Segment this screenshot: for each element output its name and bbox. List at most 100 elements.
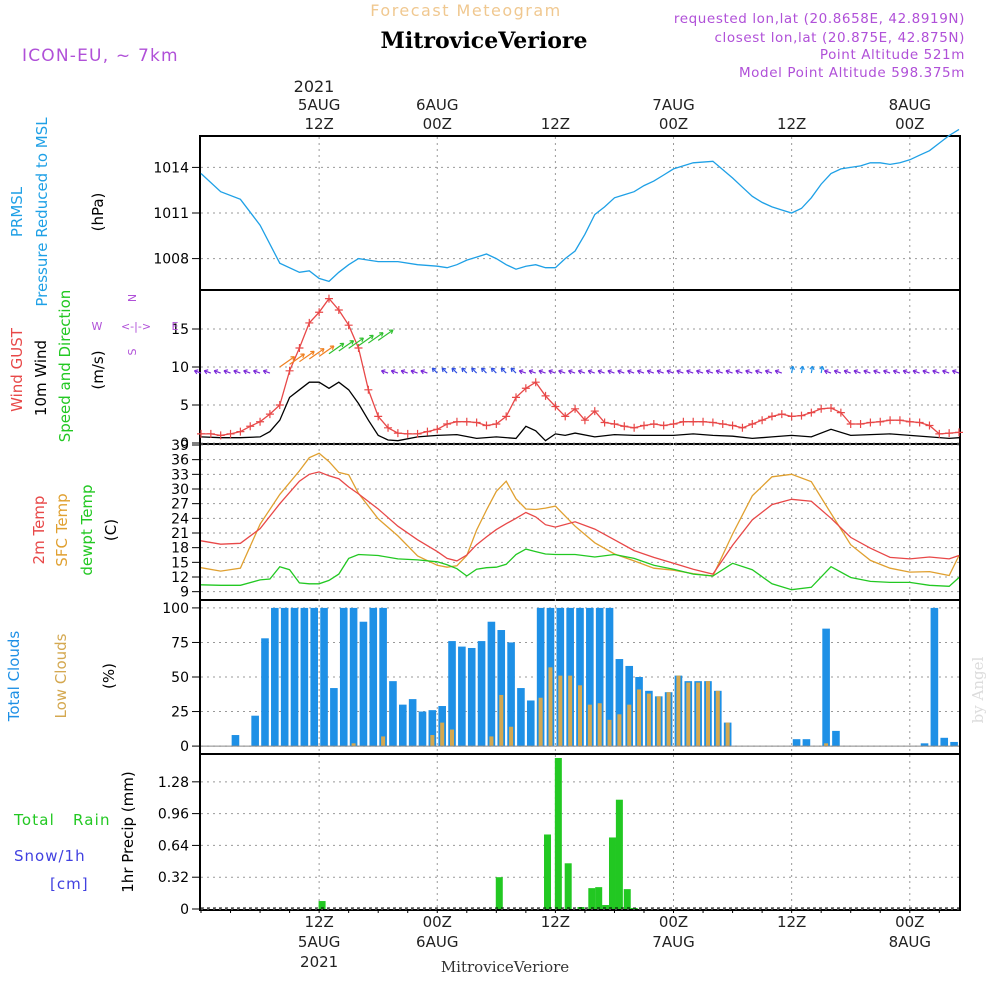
rain-bar <box>554 757 562 909</box>
gust-point <box>384 423 393 432</box>
y-tick-label: 0 <box>180 902 189 918</box>
wind-arrow-head <box>912 369 918 375</box>
gust-point <box>580 416 589 425</box>
gust-point <box>472 418 481 427</box>
wind-direction-arrow <box>587 370 595 374</box>
wind-direction-arrow <box>490 367 497 374</box>
wind-arrow-head <box>892 369 898 375</box>
wind-arrow-head <box>369 334 374 340</box>
gust-point <box>512 393 521 402</box>
total-cloud-bar <box>320 607 328 747</box>
gust-point <box>285 366 294 375</box>
rain-bar <box>544 834 552 909</box>
wind-arrow-head <box>471 367 476 373</box>
rain-bar <box>630 908 638 909</box>
wind-arrow-head <box>636 369 642 375</box>
total-clouds-axis-title: Total Clouds <box>5 631 23 723</box>
low-cloud-bar <box>824 743 829 747</box>
gust-point <box>856 420 865 428</box>
gust-point <box>531 378 540 387</box>
wind-direction-arrow <box>558 370 566 374</box>
wind-direction-arrow <box>253 370 261 374</box>
wind-arrow-head <box>310 350 315 356</box>
wind-speed-line <box>200 381 960 442</box>
gust-point <box>275 401 284 409</box>
top-hour-label: 12Z <box>304 115 333 133</box>
total-cloud-bar <box>950 741 958 747</box>
wind-direction-arrow <box>853 370 861 374</box>
wind-arrow-head <box>873 369 878 375</box>
compass-w: W <box>92 320 103 333</box>
wind-direction-arrow <box>400 370 408 374</box>
wind-direction-arrow <box>451 367 458 374</box>
gust-point <box>728 421 737 430</box>
wind-direction-arrow <box>289 353 305 365</box>
wind-direction-arrow <box>519 370 527 374</box>
total-cloud-bar <box>497 630 506 747</box>
wind-arrow-head <box>290 356 296 361</box>
gust-point <box>315 308 324 317</box>
rain-bar <box>602 905 610 909</box>
wind-arrow-head <box>400 369 406 375</box>
wind-direction-arrow <box>607 370 615 374</box>
rain-bar <box>318 901 326 909</box>
wind-arrow-head <box>480 367 486 373</box>
bottom-date-label: 7AUG <box>652 933 694 951</box>
gust-point <box>895 416 904 425</box>
gust-point <box>758 416 767 425</box>
wind-direction-arrow <box>745 370 753 374</box>
wind-direction-arrow <box>666 370 674 374</box>
total-cloud-bar <box>448 641 456 747</box>
wind-arrow-head <box>538 369 544 375</box>
wind-direction-arrow <box>410 370 418 374</box>
wind-arrow-head <box>597 369 603 375</box>
wind-direction-arrow <box>656 370 664 374</box>
bottom-year-label: 2021 <box>300 953 338 971</box>
gust-point <box>846 420 855 428</box>
wind-arrow-head <box>420 369 425 375</box>
pressure-axis-title: PRMSL <box>8 186 26 237</box>
total-cloud-bar <box>458 646 466 747</box>
gust-point <box>561 412 570 421</box>
wind-arrow-head <box>243 369 248 375</box>
wind-direction-arrow <box>725 370 733 374</box>
wind-arrow-head <box>745 369 750 375</box>
bottom-hour-label: 12Z <box>304 913 333 931</box>
wind-arrow-head <box>461 367 466 373</box>
wind-arrow-head <box>942 369 947 375</box>
wind-arrow-head <box>863 369 868 375</box>
wind-arrow-head <box>320 348 325 353</box>
gust-point <box>197 429 205 438</box>
low-cloud-bar <box>538 697 543 747</box>
low-cloud-bar <box>627 704 632 747</box>
y-tick-label: 25 <box>171 705 189 721</box>
low-cloud-bar <box>381 736 386 747</box>
total-cloud-bar <box>310 607 319 747</box>
wind-direction-arrow <box>810 366 814 374</box>
snow-label: Snow/1h <box>14 847 86 865</box>
total-cloud-bar <box>339 607 348 747</box>
gust-point <box>866 418 875 427</box>
wind-direction-arrow <box>800 366 804 374</box>
wind-arrow-head <box>500 367 506 373</box>
gust-point <box>639 421 648 430</box>
wind-direction-arrow <box>548 370 556 374</box>
y-tick-label: 36 <box>171 453 189 469</box>
gust-point <box>905 417 914 426</box>
gust-point <box>807 408 816 417</box>
dewpt-line <box>200 548 960 591</box>
gust-point <box>305 318 314 327</box>
low-clouds-axis-title: Low Clouds <box>52 633 70 718</box>
y-tick-label: 1011 <box>153 206 189 222</box>
gust-point <box>935 429 944 438</box>
compass-e: E <box>172 320 179 333</box>
low-cloud-bar <box>686 682 691 747</box>
wind-arrow-head <box>300 353 305 358</box>
total-cloud-bar <box>605 607 614 747</box>
wind-arrow-head <box>819 365 825 371</box>
wind-direction-arrow <box>441 367 448 374</box>
gust-point <box>246 422 255 431</box>
wind-arrow-head <box>587 369 593 375</box>
gust-point <box>492 420 501 428</box>
wind-direction-arrow <box>863 370 871 374</box>
